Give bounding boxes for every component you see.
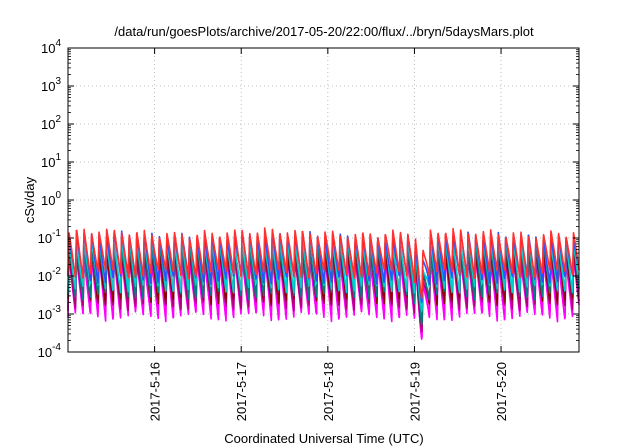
series-line (67, 254, 580, 340)
ticks (68, 47, 579, 353)
series-line (67, 227, 580, 300)
x-tick-label: 2017-5-17 (234, 362, 249, 421)
x-tick-label: 2017-5-19 (407, 362, 422, 421)
y-tick-label: 100 (41, 190, 61, 208)
y-tick-label: 10-1 (38, 228, 62, 246)
y-tick-label: 10-2 (38, 266, 62, 284)
y-tick-labels: 10-4 10-3 10-2 10-1 100 101 102 103 104 (38, 38, 62, 360)
grid (68, 48, 579, 352)
chart-title: /data/run/goesPlots/archive/2017-05-20/2… (114, 24, 534, 39)
x-tick-label: 2017-5-18 (321, 362, 336, 421)
y-tick-label: 101 (41, 152, 61, 170)
y-tick-label: 10-3 (38, 304, 62, 322)
y-axis-label: cSv/day (22, 176, 37, 223)
y-tick-label: 104 (41, 38, 61, 56)
x-tick-label: 2017-5-20 (494, 362, 509, 421)
y-tick-label: 103 (41, 76, 61, 94)
series-layer (67, 227, 580, 340)
series-line (67, 240, 580, 326)
y-tick-label: 10-4 (38, 342, 62, 360)
y-tick-label: 102 (41, 114, 61, 132)
x-axis-label: Coordinated Universal Time (UTC) (224, 431, 423, 446)
x-tick-label: 2017-5-16 (148, 362, 163, 421)
x-tick-labels: 2017-5-16 2017-5-17 2017-5-18 2017-5-19 2017… (148, 362, 509, 421)
